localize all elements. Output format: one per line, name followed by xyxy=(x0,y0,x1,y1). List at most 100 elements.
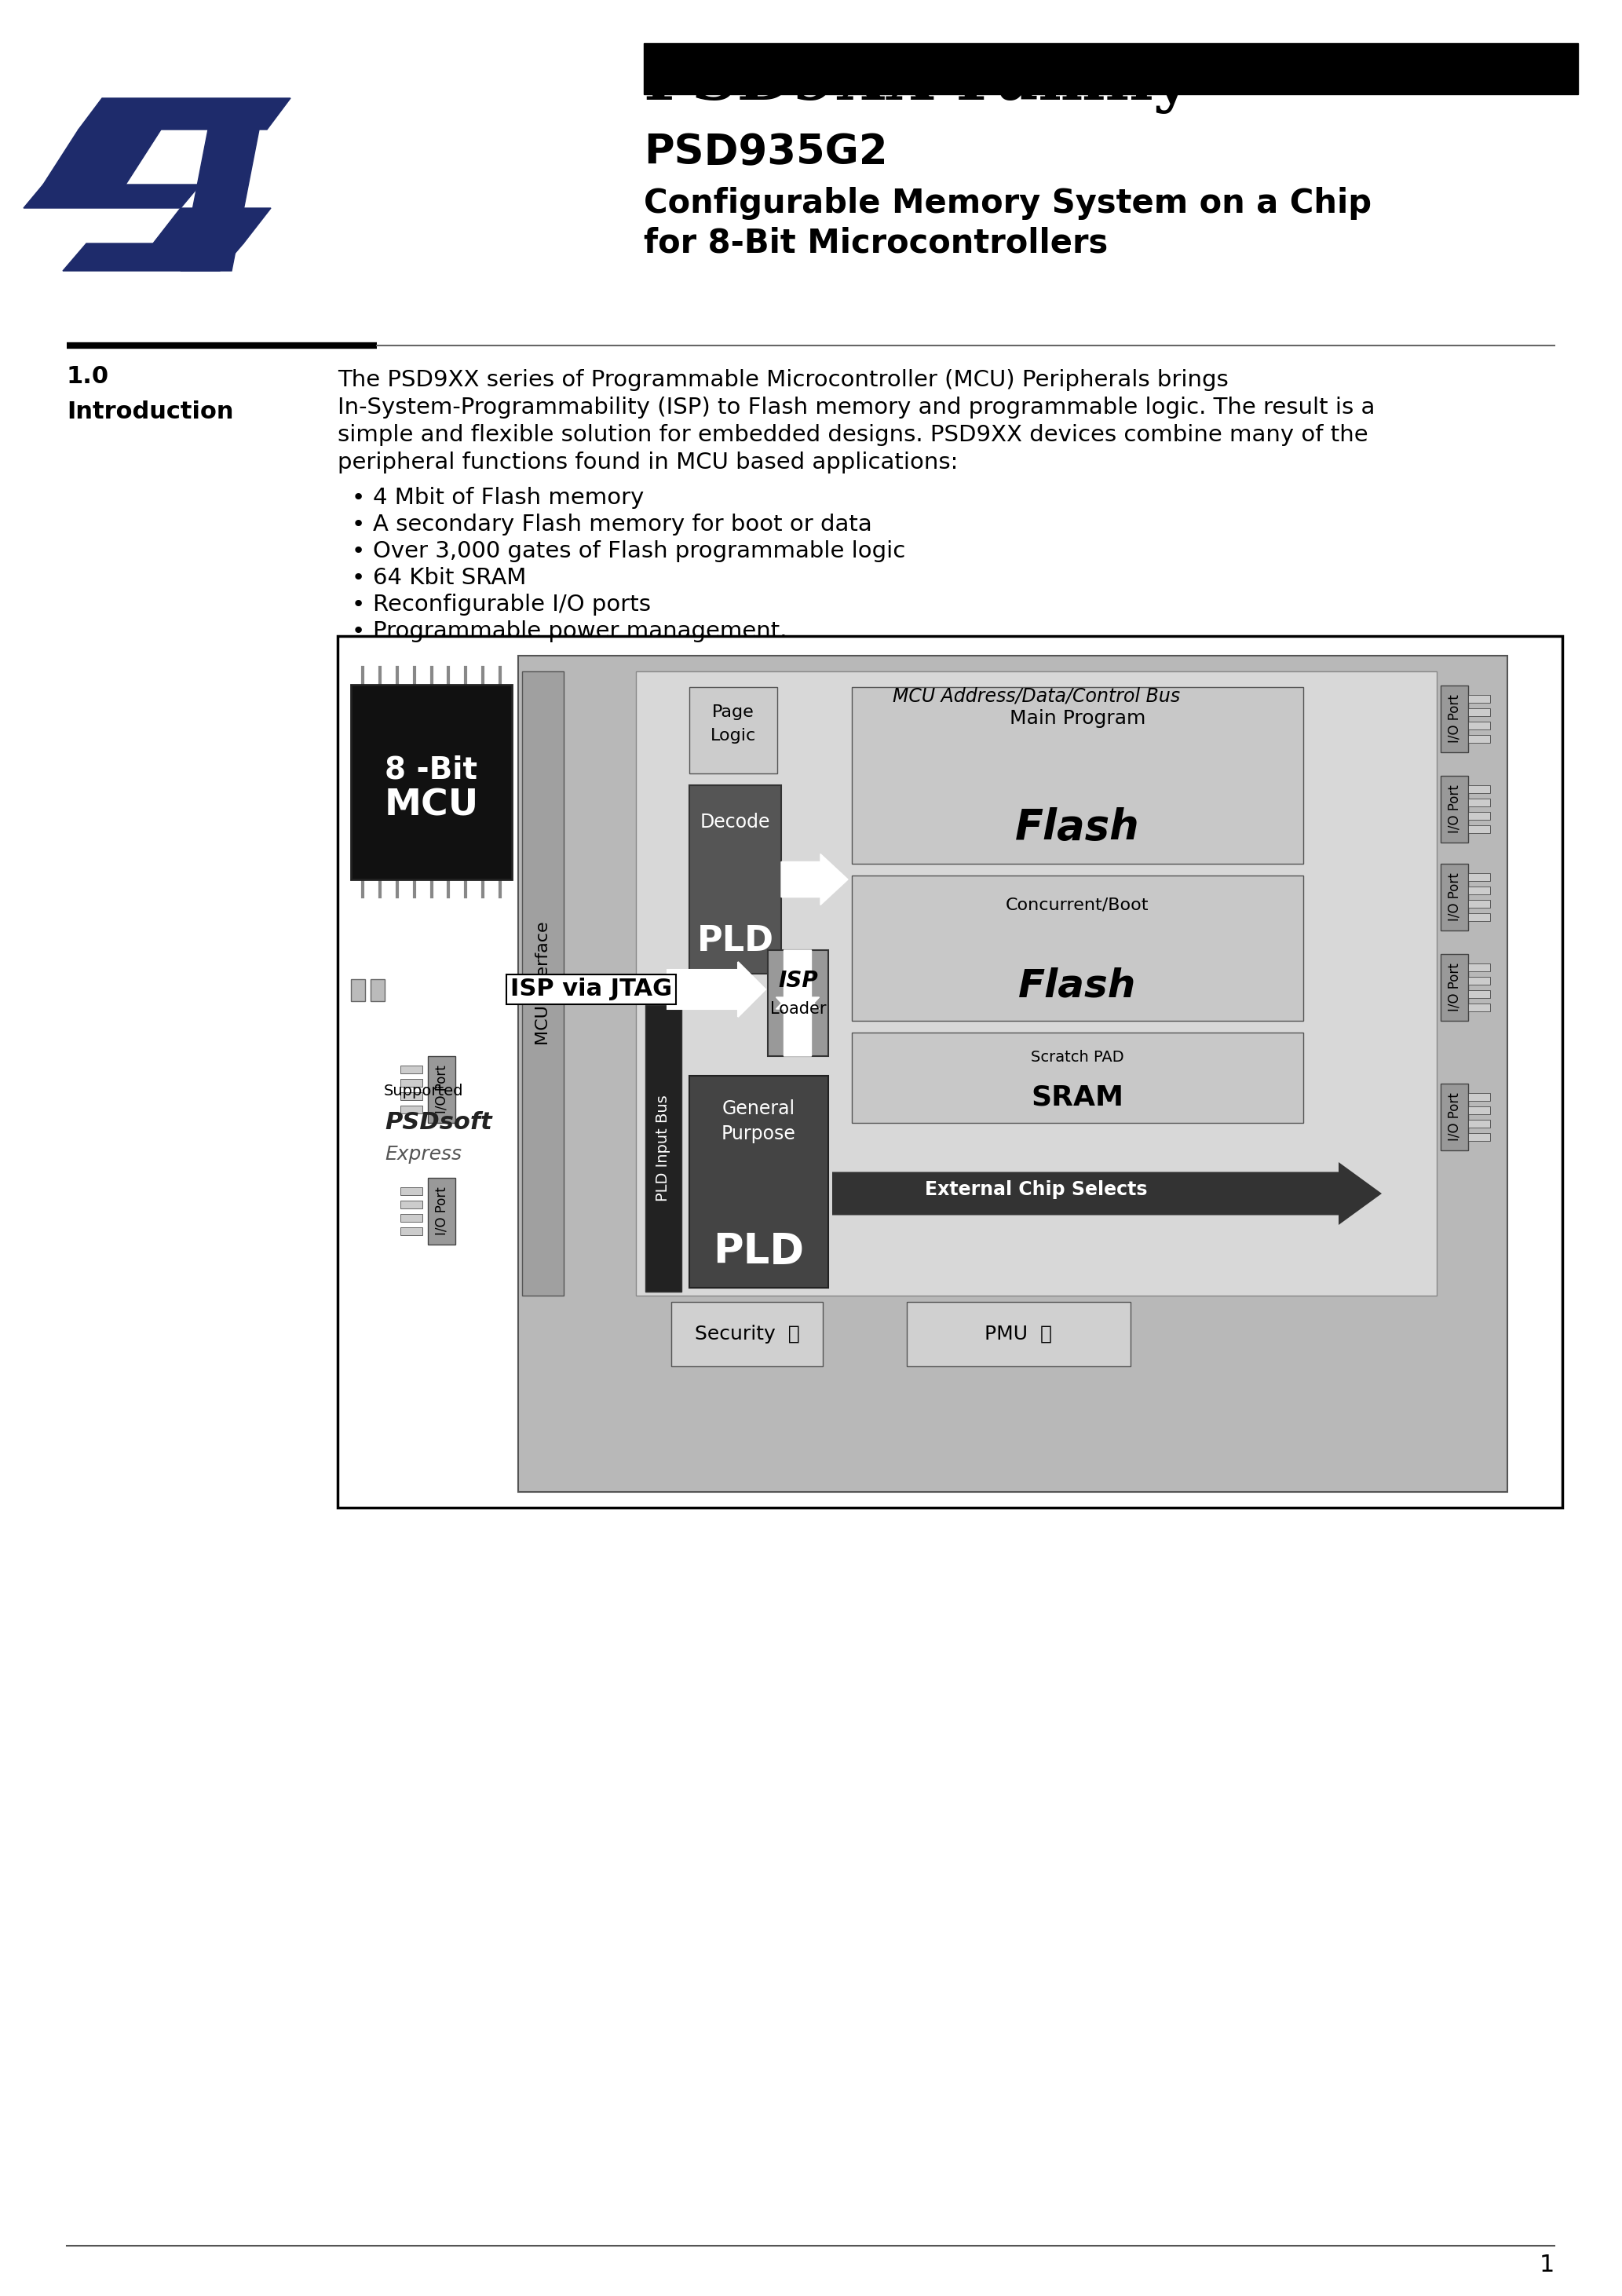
Polygon shape xyxy=(44,129,161,184)
Text: External Chip Selects: External Chip Selects xyxy=(925,1180,1148,1199)
Bar xyxy=(644,44,1578,94)
Bar xyxy=(689,785,782,974)
Text: for 8-Bit Microcontrollers: for 8-Bit Microcontrollers xyxy=(644,225,1108,259)
Bar xyxy=(1468,886,1491,895)
Bar xyxy=(401,1201,422,1208)
Text: Purpose: Purpose xyxy=(722,1125,796,1143)
Text: MCU Address/Data/Control Bus: MCU Address/Data/Control Bus xyxy=(892,687,1181,705)
Bar xyxy=(1468,914,1491,921)
FancyArrow shape xyxy=(782,854,848,905)
Bar xyxy=(636,670,1437,1295)
Text: •: • xyxy=(352,514,365,535)
Bar xyxy=(337,636,1562,1508)
Bar xyxy=(1468,707,1491,716)
Text: General: General xyxy=(722,1100,795,1118)
Text: I/O Port: I/O Port xyxy=(1447,785,1461,833)
Bar xyxy=(1468,900,1491,907)
Bar xyxy=(672,1302,822,1366)
Bar xyxy=(767,951,829,1056)
Bar xyxy=(401,1065,422,1075)
Text: Main Program: Main Program xyxy=(1009,709,1145,728)
Text: ISP via JTAG: ISP via JTAG xyxy=(511,978,672,1001)
Text: •: • xyxy=(352,595,365,615)
Text: I/O Port: I/O Port xyxy=(435,1065,449,1114)
Bar xyxy=(907,1302,1131,1366)
Bar xyxy=(1468,1093,1491,1100)
Bar xyxy=(689,1077,829,1288)
Text: I/O Port: I/O Port xyxy=(1447,1093,1461,1141)
Bar xyxy=(1468,799,1491,806)
Text: PLD Input Bus: PLD Input Bus xyxy=(655,1095,672,1201)
Bar xyxy=(689,687,777,774)
Bar xyxy=(401,1107,422,1114)
Text: SRAM: SRAM xyxy=(1032,1084,1124,1111)
Bar xyxy=(646,1006,681,1293)
Text: 64 Kbit SRAM: 64 Kbit SRAM xyxy=(373,567,526,588)
Bar xyxy=(401,1228,422,1235)
Text: MCU Interface: MCU Interface xyxy=(535,921,551,1045)
Text: Page: Page xyxy=(712,705,754,721)
FancyArrow shape xyxy=(832,1162,1382,1226)
Bar xyxy=(1468,785,1491,792)
Text: 1.0: 1.0 xyxy=(67,365,109,388)
Text: PLD: PLD xyxy=(714,1231,805,1272)
Bar xyxy=(1468,1120,1491,1127)
Text: Logic: Logic xyxy=(710,728,756,744)
Text: I/O Port: I/O Port xyxy=(1447,696,1461,744)
FancyArrow shape xyxy=(667,962,766,1017)
Text: Security  🔒: Security 🔒 xyxy=(694,1325,800,1343)
Bar xyxy=(1440,955,1468,1022)
Text: Loader: Loader xyxy=(770,1001,826,1017)
Text: ISP: ISP xyxy=(779,969,817,992)
FancyArrow shape xyxy=(775,951,819,1022)
Bar xyxy=(428,1178,456,1244)
Text: PSD9XX Family: PSD9XX Family xyxy=(644,53,1191,115)
Text: I/O Port: I/O Port xyxy=(1447,964,1461,1013)
Text: Supported: Supported xyxy=(384,1084,464,1097)
Text: I/O Port: I/O Port xyxy=(1447,872,1461,921)
Text: Configurable Memory System on a Chip: Configurable Memory System on a Chip xyxy=(644,186,1372,220)
Text: Flash: Flash xyxy=(1015,808,1140,847)
Bar xyxy=(1468,1134,1491,1141)
Text: 8 -Bit: 8 -Bit xyxy=(384,755,478,785)
Bar xyxy=(1468,721,1491,730)
Text: The PSD9XX series of Programmable Microcontroller (MCU) Peripherals brings: The PSD9XX series of Programmable Microc… xyxy=(337,370,1228,390)
Text: Scratch PAD: Scratch PAD xyxy=(1032,1049,1124,1065)
Bar xyxy=(401,1187,422,1196)
Polygon shape xyxy=(24,184,200,209)
Bar xyxy=(401,1215,422,1221)
Bar xyxy=(1468,964,1491,971)
Bar xyxy=(1468,872,1491,882)
Text: •: • xyxy=(352,620,365,643)
Text: Introduction: Introduction xyxy=(67,400,234,422)
Text: •: • xyxy=(352,567,365,588)
Text: simple and flexible solution for embedded designs. PSD9XX devices combine many o: simple and flexible solution for embedde… xyxy=(337,425,1367,445)
Text: Over 3,000 gates of Flash programmable logic: Over 3,000 gates of Flash programmable l… xyxy=(373,540,905,563)
Text: PMU  🗄: PMU 🗄 xyxy=(985,1325,1053,1343)
Text: I/O Port: I/O Port xyxy=(435,1187,449,1235)
Bar xyxy=(1440,776,1468,843)
Bar xyxy=(522,670,564,1295)
Text: Express: Express xyxy=(384,1146,462,1164)
Text: Reconfigurable I/O ports: Reconfigurable I/O ports xyxy=(373,595,650,615)
Bar xyxy=(1468,990,1491,999)
Polygon shape xyxy=(152,209,271,243)
Text: Programmable power management.: Programmable power management. xyxy=(373,620,787,643)
Text: PSDsoft: PSDsoft xyxy=(384,1111,491,1134)
Bar xyxy=(350,978,365,1001)
Bar xyxy=(428,1056,456,1123)
Bar xyxy=(1468,1003,1491,1010)
Bar xyxy=(350,684,513,879)
Text: Concurrent/Boot: Concurrent/Boot xyxy=(1006,898,1148,914)
Bar xyxy=(852,875,1302,1022)
Bar xyxy=(1468,735,1491,744)
Text: 4 Mbit of Flash memory: 4 Mbit of Flash memory xyxy=(373,487,644,510)
Text: A secondary Flash memory for boot or data: A secondary Flash memory for boot or dat… xyxy=(373,514,873,535)
Text: PSD935G2: PSD935G2 xyxy=(644,131,887,172)
Text: Flash: Flash xyxy=(1019,967,1137,1006)
Bar xyxy=(370,978,384,1001)
Text: •: • xyxy=(352,540,365,563)
Text: 1: 1 xyxy=(1539,2255,1554,2275)
Text: PLD: PLD xyxy=(697,925,774,957)
Bar xyxy=(1440,1084,1468,1150)
